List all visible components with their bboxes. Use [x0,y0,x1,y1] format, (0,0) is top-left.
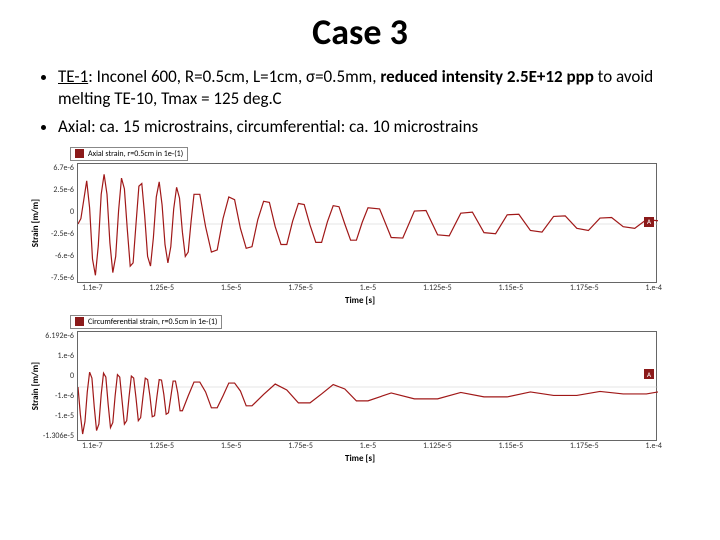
chart2-legend: Circumferential strain, r=0.5cm in 1e-(1… [70,315,222,329]
chart2-legend-text: Circumferential strain, r=0.5cm in 1e-(1… [88,317,217,327]
chart1-plot-area: A [77,163,657,283]
chart2-series-marker: A [644,369,654,379]
chart1-xticks: 1.1e-71.25e-51.5e-51.75e-51.e-51.125e-51… [82,283,662,293]
chart1-legend-swatch [75,149,84,158]
slide-title: Case 3 [30,10,690,54]
chart1-series-marker: A [644,217,654,227]
chart-circumferential: Circumferential strain, r=0.5cm in 1e-(1… [30,312,690,464]
chart1-yticks: 6.7e-62.5e-60-2.5e-6-6.e-6-7.5e-6 [41,163,77,283]
chart2-xlabel: Time [s] [30,453,690,464]
chart1-xlabel: Time [s] [30,295,690,306]
bullet-list: TE-1: Inconel 600, R=0.5cm, L=1cm, σ=0.5… [58,66,690,138]
slide-container: Case 3 TE-1: Inconel 600, R=0.5cm, L=1cm… [0,0,720,540]
chart1-legend: Axial strain, r=0.5cm in 1e-(1) [70,147,188,161]
chart2-legend-swatch [75,317,84,326]
chart1-ylabel: Strain [m/m] [30,199,41,247]
bullet-1: TE-1: Inconel 600, R=0.5cm, L=1cm, σ=0.5… [58,66,690,110]
bullet1-bold: reduced intensity 2.5E+12 ppp [380,66,594,87]
chart1-svg [78,164,658,284]
chart2-xticks: 1.1e-71.25e-51.5e-51.75e-51.e-51.125e-51… [82,441,662,451]
chart2-plot-area: A [77,331,657,441]
chart1-legend-text: Axial strain, r=0.5cm in 1e-(1) [88,149,183,159]
bullet1-mid: : Inconel 600, R=0.5cm, L=1cm, σ=0.5mm, [88,66,380,87]
chart2-yticks: 6.192e-61.e-60-1.e-6-1.e-5-1.306e-5 [41,331,77,441]
bullet-2: Axial: ca. 15 microstrains, circumferent… [58,116,690,138]
chart-axial: Axial strain, r=0.5cm in 1e-(1) Strain [… [30,144,690,306]
bullet1-prefix: TE-1 [58,66,88,87]
chart2-svg [78,332,658,442]
chart2-ylabel: Strain [m/m] [30,362,41,410]
